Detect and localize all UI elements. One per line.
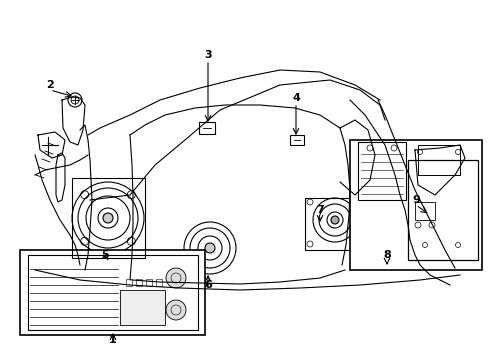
Bar (199, 122, 215, 134)
Text: 1: 1 (109, 335, 117, 345)
Text: 9: 9 (411, 195, 419, 205)
Text: 6: 6 (203, 280, 211, 290)
Bar (156, 279, 162, 286)
Text: 3: 3 (204, 50, 211, 60)
Bar (414, 202, 434, 220)
Bar (407, 160, 477, 260)
Bar (146, 279, 152, 286)
Bar (136, 279, 142, 286)
Circle shape (165, 300, 185, 320)
Bar (126, 279, 132, 286)
Text: 2: 2 (46, 80, 54, 90)
Circle shape (165, 268, 185, 288)
Text: 5: 5 (101, 250, 109, 260)
Circle shape (330, 216, 338, 224)
Text: 7: 7 (315, 205, 323, 215)
Bar (305, 198, 369, 250)
Text: 8: 8 (382, 250, 390, 260)
Bar (28, 255, 198, 330)
Bar (357, 142, 405, 200)
Bar (120, 290, 164, 325)
Bar (20, 250, 204, 335)
Bar (417, 145, 459, 175)
Text: 4: 4 (291, 93, 299, 103)
Circle shape (103, 213, 113, 223)
Bar (349, 140, 481, 270)
Bar (289, 135, 304, 145)
Circle shape (204, 243, 215, 253)
